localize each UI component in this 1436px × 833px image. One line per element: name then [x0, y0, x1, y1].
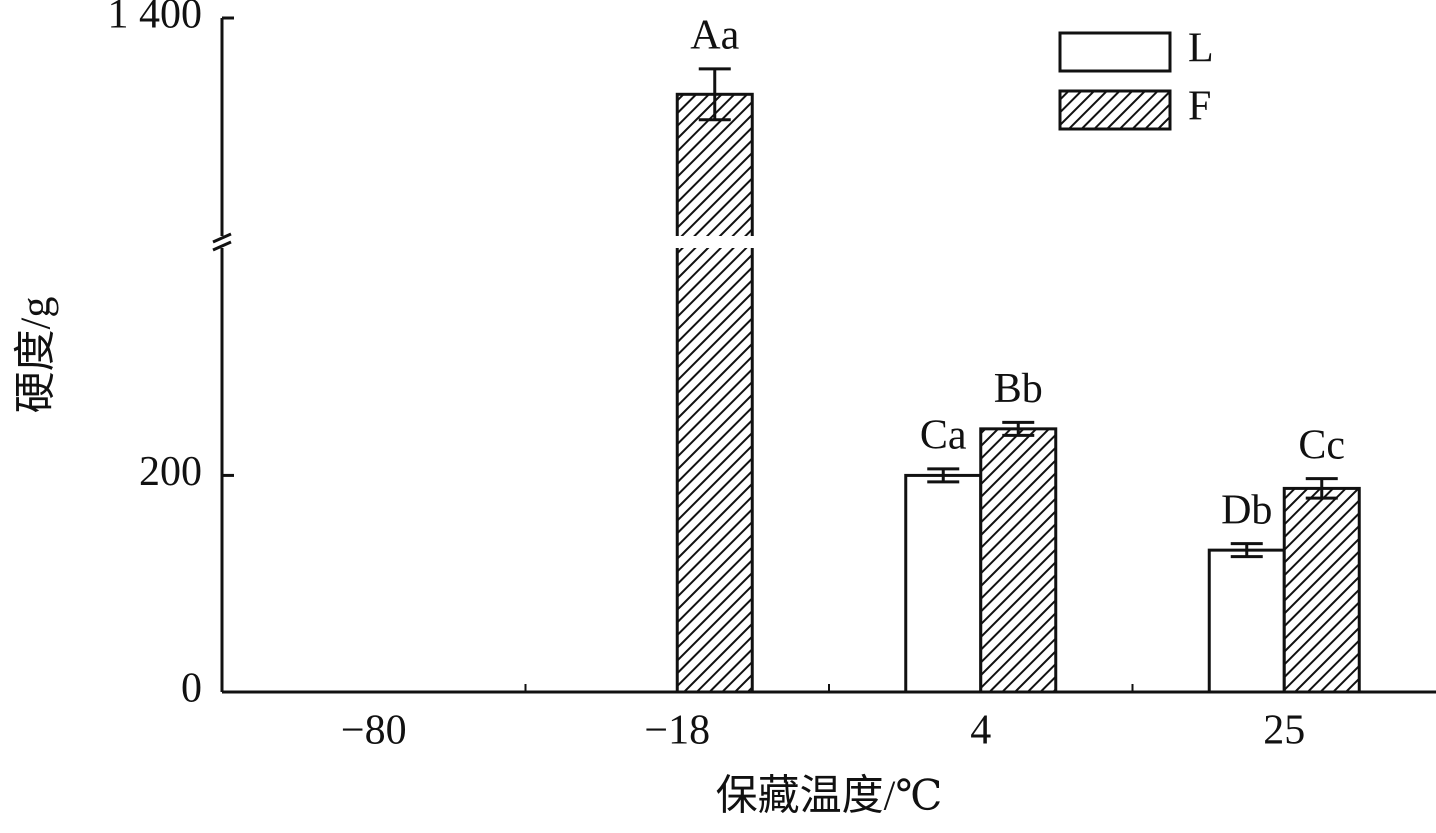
bar [1282, 486, 1361, 694]
significance-label: Cc [1298, 422, 1345, 468]
x-tick-label: −80 [341, 708, 407, 754]
significance-label: Aa [690, 13, 739, 59]
legend-label: L [1188, 26, 1214, 72]
y-tick-label: 1 400 [108, 0, 203, 38]
significance-label: Bb [994, 366, 1043, 412]
x-tick-label: 25 [1263, 708, 1305, 754]
error-bar [927, 467, 960, 484]
bar [979, 427, 1058, 694]
error-bar [1305, 477, 1338, 500]
error-bar [1230, 542, 1263, 559]
bar [675, 92, 754, 694]
x-tick-label: −18 [644, 708, 710, 754]
x-tick-label: 4 [970, 708, 991, 754]
y-tick-label: 0 [181, 666, 202, 712]
significance-label: Db [1221, 487, 1272, 533]
significance-label: Ca [920, 413, 967, 459]
x-axis-label: 保藏温度/℃ [716, 774, 943, 820]
y-axis-label: 硬度/g [14, 297, 60, 414]
error-bar [1002, 420, 1035, 437]
legend-swatch [1058, 89, 1172, 131]
legend-label: F [1188, 84, 1211, 130]
axis-break [212, 240, 232, 252]
bar [904, 473, 983, 694]
bar-break-gap [674, 236, 756, 248]
legend-swatch [1058, 31, 1172, 73]
bar [1207, 548, 1286, 694]
y-tick-label: 200 [139, 449, 202, 495]
error-bar [698, 67, 731, 122]
axis-break [212, 232, 232, 244]
